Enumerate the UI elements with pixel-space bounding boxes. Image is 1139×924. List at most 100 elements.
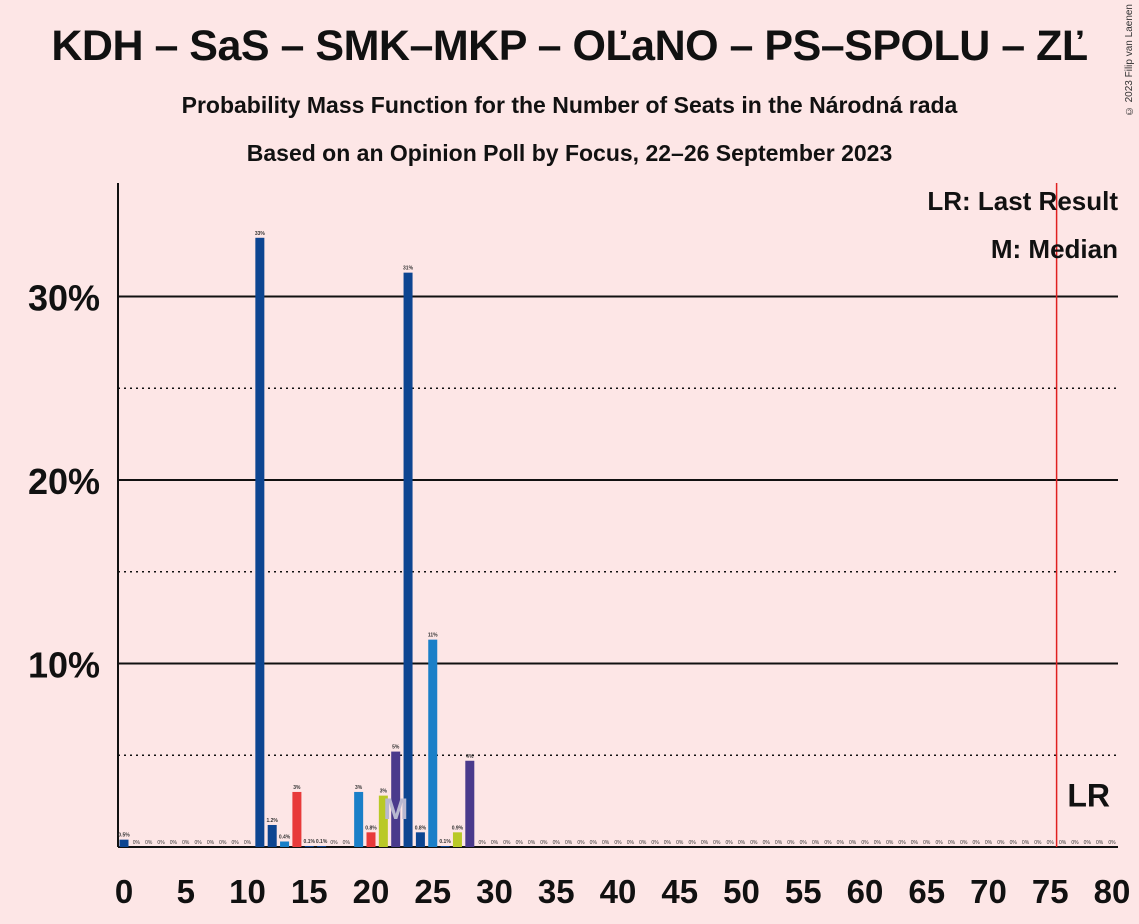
zero-label: 0% <box>1010 840 1018 846</box>
bar-value-label: 0.8% <box>415 825 427 831</box>
zero-label: 0% <box>948 840 956 846</box>
bar-value-label: 0.1% <box>439 839 451 845</box>
chart-subtitle: Probability Mass Function for the Number… <box>181 92 958 118</box>
bar-value-label: 0.1% <box>316 839 328 845</box>
bar-value-label: 3% <box>380 789 388 795</box>
zero-label: 0% <box>812 840 820 846</box>
zero-label: 0% <box>330 840 338 846</box>
bar-value-label: 5% <box>392 745 400 751</box>
zero-label: 0% <box>886 840 894 846</box>
x-tick-label: 0 <box>115 873 133 910</box>
zero-label: 0% <box>479 840 487 846</box>
x-tick-label: 15 <box>291 873 328 910</box>
bar <box>378 795 388 847</box>
chart-title: KDH – SaS – SMK–MKP – OĽaNO – PS–SPOLU –… <box>51 22 1088 70</box>
zero-label: 0% <box>491 840 499 846</box>
zero-label: 0% <box>664 840 672 846</box>
bar <box>391 751 401 847</box>
zero-label: 0% <box>528 840 536 846</box>
bar-value-label: 0.4% <box>279 834 291 840</box>
zero-label: 0% <box>985 840 993 846</box>
zero-label: 0% <box>614 840 622 846</box>
zero-label: 0% <box>973 840 981 846</box>
bar-value-label: 1.2% <box>266 818 278 824</box>
bar <box>119 839 129 847</box>
zero-label: 0% <box>1096 840 1104 846</box>
zero-label: 0% <box>182 840 190 846</box>
bar <box>354 791 364 847</box>
x-tick-label: 35 <box>538 873 575 910</box>
zero-label: 0% <box>145 840 153 846</box>
x-tick-label: 70 <box>970 873 1007 910</box>
legend-median: M: Median <box>991 234 1118 264</box>
zero-label: 0% <box>651 840 659 846</box>
zero-label: 0% <box>911 840 919 846</box>
bar-value-label: 31% <box>403 266 414 272</box>
zero-label: 0% <box>1108 840 1116 846</box>
zero-label: 0% <box>898 840 906 846</box>
chart-source-line: Based on an Opinion Poll by Focus, 22–26… <box>246 140 893 166</box>
zero-label: 0% <box>627 840 635 846</box>
zero-label: 0% <box>639 840 647 846</box>
bar <box>280 841 290 847</box>
bar-value-label: 0.5% <box>118 833 130 839</box>
zero-label: 0% <box>935 840 943 846</box>
bar <box>403 272 413 847</box>
zero-label: 0% <box>577 840 585 846</box>
zero-label: 0% <box>516 840 524 846</box>
y-tick-label: 20% <box>28 461 100 502</box>
zero-label: 0% <box>688 840 696 846</box>
bar-value-label: 4% <box>466 754 474 760</box>
x-tick-label: 30 <box>476 873 513 910</box>
zero-label: 0% <box>170 840 178 846</box>
bar <box>415 832 425 847</box>
zero-label: 0% <box>960 840 968 846</box>
x-tick-label: 80 <box>1094 873 1131 910</box>
zero-label: 0% <box>763 840 771 846</box>
median-marker: M <box>383 793 408 826</box>
zero-label: 0% <box>1047 840 1055 846</box>
zero-label: 0% <box>1084 840 1092 846</box>
zero-label: 0% <box>738 840 746 846</box>
x-tick-label: 20 <box>353 873 390 910</box>
bar-value-label: 3% <box>293 785 301 791</box>
x-tick-label: 75 <box>1032 873 1069 910</box>
zero-label: 0% <box>861 840 869 846</box>
zero-label: 0% <box>800 840 808 846</box>
bar-value-label: 3% <box>355 785 363 791</box>
y-tick-label: 30% <box>28 278 100 319</box>
zero-label: 0% <box>1071 840 1079 846</box>
zero-label: 0% <box>837 840 845 846</box>
bar-value-label: 0.8% <box>365 825 377 831</box>
bar <box>267 824 277 847</box>
zero-label: 0% <box>701 840 709 846</box>
bar <box>292 791 302 847</box>
zero-label: 0% <box>207 840 215 846</box>
last-result-marker: LR <box>1067 777 1110 813</box>
bar <box>304 846 314 847</box>
zero-label: 0% <box>343 840 351 846</box>
zero-label: 0% <box>540 840 548 846</box>
x-tick-label: 45 <box>661 873 698 910</box>
zero-label: 0% <box>750 840 758 846</box>
zero-label: 0% <box>874 840 882 846</box>
zero-label: 0% <box>1059 840 1067 846</box>
zero-label: 0% <box>590 840 598 846</box>
bar <box>465 760 475 847</box>
x-tick-label: 25 <box>414 873 451 910</box>
x-tick-label: 5 <box>177 873 195 910</box>
zero-label: 0% <box>775 840 783 846</box>
bar-value-label: 0.1% <box>304 839 316 845</box>
x-tick-label: 55 <box>785 873 822 910</box>
zero-label: 0% <box>1034 840 1042 846</box>
y-tick-label: 10% <box>28 645 100 686</box>
bar <box>452 832 462 847</box>
zero-label: 0% <box>194 840 202 846</box>
zero-label: 0% <box>1022 840 1030 846</box>
zero-label: 0% <box>997 840 1005 846</box>
bar <box>317 846 327 847</box>
zero-label: 0% <box>133 840 141 846</box>
zero-label: 0% <box>602 840 610 846</box>
zero-label: 0% <box>923 840 931 846</box>
